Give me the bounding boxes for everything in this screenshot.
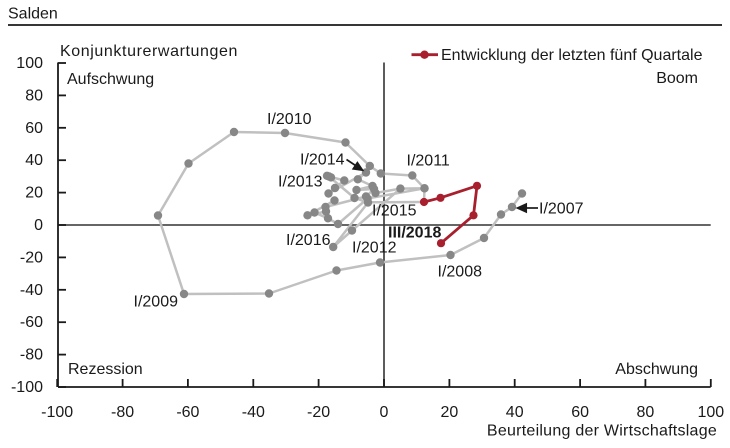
svg-text:-100: -100 [41, 404, 73, 421]
svg-text:20: 20 [25, 185, 43, 202]
svg-text:-80: -80 [111, 404, 134, 421]
svg-text:Konjunkturerwartungen: Konjunkturerwartungen [60, 43, 238, 60]
svg-text:Beurteilung der Wirtschaftslag: Beurteilung der Wirtschaftslage [487, 423, 717, 440]
svg-text:Boom: Boom [656, 70, 698, 87]
svg-text:40: 40 [25, 152, 43, 169]
svg-text:I/2010: I/2010 [267, 111, 312, 128]
svg-text:I/2014: I/2014 [300, 152, 345, 169]
svg-text:20: 20 [441, 404, 459, 421]
svg-text:60: 60 [571, 404, 589, 421]
svg-text:-40: -40 [242, 404, 265, 421]
svg-text:-100: -100 [11, 379, 43, 396]
svg-text:Aufschwung: Aufschwung [67, 71, 154, 88]
svg-text:I/2015: I/2015 [372, 203, 417, 220]
svg-text:-80: -80 [20, 347, 43, 364]
svg-text:-60: -60 [20, 314, 43, 331]
svg-text:I/2011: I/2011 [407, 153, 450, 170]
svg-text:60: 60 [25, 120, 43, 137]
svg-text:100: 100 [16, 55, 43, 72]
svg-text:80: 80 [25, 87, 43, 104]
svg-text:-60: -60 [176, 404, 199, 421]
svg-text:I/2016: I/2016 [286, 232, 331, 249]
svg-text:-20: -20 [307, 404, 330, 421]
svg-text:0: 0 [380, 404, 389, 421]
svg-text:III/2018: III/2018 [388, 225, 441, 242]
svg-text:I/2012: I/2012 [352, 240, 397, 257]
svg-text:-20: -20 [20, 249, 43, 266]
svg-text:0: 0 [34, 217, 43, 234]
svg-text:I/2008: I/2008 [438, 264, 483, 281]
svg-text:Salden: Salden [8, 6, 58, 23]
svg-text:100: 100 [697, 404, 724, 421]
svg-text:Abschwung: Abschwung [615, 361, 698, 378]
svg-text:I/2009: I/2009 [134, 294, 179, 311]
svg-text:I/2007: I/2007 [539, 201, 584, 218]
svg-text:Entwicklung der letzten fünf Q: Entwicklung der letzten fünf Quartale [441, 47, 703, 64]
svg-text:40: 40 [506, 404, 524, 421]
svg-text:-40: -40 [20, 282, 43, 299]
svg-text:I/2013: I/2013 [278, 174, 323, 191]
svg-text:Rezession: Rezession [68, 361, 143, 378]
svg-text:80: 80 [637, 404, 655, 421]
